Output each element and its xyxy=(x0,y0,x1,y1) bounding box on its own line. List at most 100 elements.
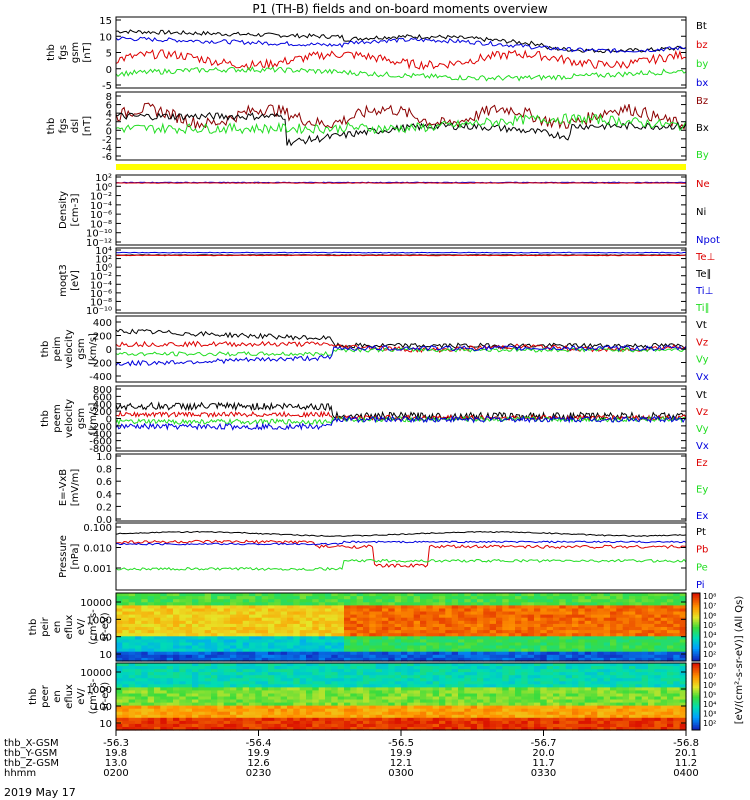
panel10-cell xyxy=(432,678,440,682)
panel9-cell xyxy=(382,657,389,662)
panel9-cell xyxy=(306,657,313,662)
panel10-cell xyxy=(439,720,446,725)
panel9-cell xyxy=(445,642,453,647)
panel9-cell xyxy=(160,593,168,597)
panel10-cell xyxy=(439,708,446,713)
panel9-cell xyxy=(312,599,320,603)
panel10-cell xyxy=(331,708,339,713)
panel10-cell xyxy=(439,681,446,685)
panel9-cell xyxy=(477,645,484,650)
panel10-cell xyxy=(312,693,320,698)
panel9-cell xyxy=(141,642,149,647)
panel9-cell xyxy=(610,642,617,647)
panel10-cell xyxy=(185,675,193,679)
panel5-ylabel-line: velocity xyxy=(64,329,75,368)
panel10-cell xyxy=(204,675,212,679)
panel9-cell xyxy=(667,611,674,616)
panel9-cell xyxy=(420,627,427,631)
panel9-cell xyxy=(413,599,421,603)
panel9-cell xyxy=(230,614,237,619)
panel10-cell xyxy=(426,714,434,719)
panel9-cell xyxy=(268,633,275,637)
panel4-ylabel-line: moqt3 xyxy=(58,264,69,297)
panel9-cell xyxy=(217,639,225,644)
panel10-cell xyxy=(527,669,535,673)
panel4-tick-label: 10⁻¹⁰ xyxy=(86,306,112,317)
panel10-cell xyxy=(147,708,155,713)
panel10-cell xyxy=(306,702,313,707)
panel9-cell xyxy=(166,636,174,640)
panel10-cell xyxy=(255,727,263,731)
panel9-cell xyxy=(648,593,655,597)
panel9-cell xyxy=(306,617,313,622)
panel9-cell xyxy=(299,608,307,613)
panel9-cell xyxy=(679,642,687,647)
panel9-cell xyxy=(312,617,320,622)
panel10-cell xyxy=(483,687,491,691)
panel10-cell xyxy=(559,693,567,698)
panel9-cell xyxy=(610,648,617,653)
panel10-cell xyxy=(331,666,339,670)
colorbar-electrons-segment xyxy=(692,681,700,684)
panel10-cell xyxy=(616,711,624,716)
panel9-cell xyxy=(382,608,389,613)
panel9-cell xyxy=(192,654,199,659)
panel9-cell xyxy=(179,617,187,622)
panel9-cell xyxy=(344,608,351,613)
panel9-cell xyxy=(312,633,320,637)
panel9-cell xyxy=(464,648,472,653)
panel10-cell xyxy=(635,684,643,688)
panel9-cell xyxy=(464,630,472,634)
panel9-cell xyxy=(166,605,174,610)
panel10-cell xyxy=(413,714,421,719)
panel9-cell xyxy=(223,633,231,637)
panel9-cell xyxy=(211,642,218,647)
panel10-cell xyxy=(293,675,301,679)
panel10-cell xyxy=(249,702,256,707)
panel9-cell xyxy=(356,605,364,610)
panel9-cell xyxy=(508,636,516,640)
panel10-cell xyxy=(527,678,535,682)
panel9-cell xyxy=(388,623,396,628)
panel9-cell xyxy=(591,654,598,659)
panel10-cell xyxy=(559,699,567,704)
panel9-cell xyxy=(667,639,674,644)
panel10-cell xyxy=(242,672,250,676)
panel10-cell xyxy=(204,717,212,722)
panel9-cell xyxy=(318,614,326,619)
panel9-cell xyxy=(331,657,339,662)
panel9-cell xyxy=(559,596,567,600)
panel10-cell xyxy=(629,693,636,698)
panel10-cell xyxy=(540,687,548,691)
panel10-cell xyxy=(154,681,161,685)
panel10-cell xyxy=(230,696,237,701)
panel10-cell xyxy=(293,711,301,716)
panel9-cell xyxy=(540,596,548,600)
panel10-cell xyxy=(337,723,345,728)
panel10-cell xyxy=(648,702,655,707)
panel9-cell xyxy=(635,614,643,619)
panel10-cell xyxy=(268,693,275,698)
panel2-series-bz xyxy=(115,102,687,131)
panel10-cell xyxy=(122,669,130,673)
panel9-cell xyxy=(128,608,136,613)
panel9-cell xyxy=(236,623,244,628)
panel9-cell xyxy=(363,608,370,613)
panel10-cell xyxy=(337,681,345,685)
panel9-cell xyxy=(179,593,187,597)
panel9-cell xyxy=(211,620,218,625)
panel9-cell xyxy=(287,608,294,613)
panel10-cell xyxy=(331,693,339,698)
panel10-cell xyxy=(521,717,529,722)
panel9-cell xyxy=(635,596,643,600)
panel9-cell xyxy=(217,627,225,631)
panel10-cell xyxy=(255,678,263,682)
panel10-cell xyxy=(255,702,263,707)
panel9-cell xyxy=(420,639,427,644)
panel9-cell xyxy=(502,605,510,610)
panel10-cell xyxy=(451,672,459,676)
panel9-cell xyxy=(204,611,212,616)
panel9-cell xyxy=(673,630,681,634)
panel10-cell xyxy=(432,714,440,719)
panel10-cell xyxy=(211,708,218,713)
